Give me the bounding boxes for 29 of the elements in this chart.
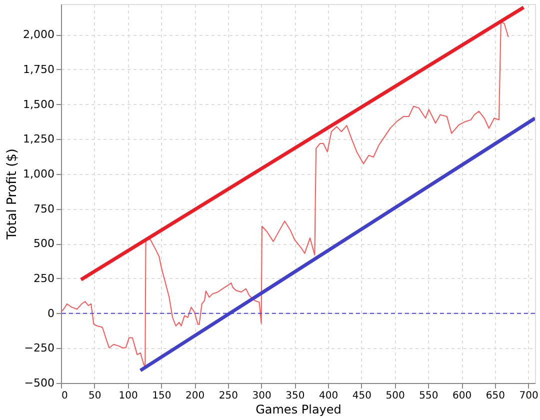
x-tick-label: 200 [185, 390, 205, 402]
y-tick-label: −500 [24, 376, 54, 390]
x-tick-label: 450 [352, 390, 372, 402]
x-tick-label: 250 [218, 390, 238, 402]
x-tick-label: 500 [386, 390, 405, 402]
y-tick-label: 1,500 [23, 98, 54, 111]
x-tick-label: 550 [419, 390, 438, 402]
x-axis-title: Games Played [256, 402, 342, 416]
y-tick-label: 250 [34, 272, 54, 285]
y-tick-label: 1,750 [23, 62, 54, 76]
x-tick-label: 0 [62, 390, 68, 402]
x-tick-label: 350 [286, 390, 305, 402]
x-tick-label: 650 [486, 390, 505, 402]
y-tick-label: 2,000 [23, 28, 54, 42]
y-tick-label: 500 [34, 237, 54, 250]
y-tick-label: 1,250 [23, 132, 54, 146]
line-series [61, 21, 509, 367]
y-tick-label: 750 [34, 202, 54, 216]
x-tick-label: 50 [88, 390, 102, 402]
y-axis-title: Total Profit ($) [5, 148, 20, 240]
x-tick-label: 100 [118, 390, 138, 402]
y-tick-label: 0 [48, 306, 54, 320]
x-tick-label: 700 [519, 390, 538, 402]
y-tick-label: −250 [24, 342, 54, 355]
x-tick-label: 600 [452, 390, 472, 402]
x-tick-label: 300 [252, 390, 272, 402]
x-tick-label: 400 [318, 390, 338, 402]
y-tick-label: 1,000 [23, 167, 54, 180]
x-tick-label: 150 [152, 390, 172, 402]
